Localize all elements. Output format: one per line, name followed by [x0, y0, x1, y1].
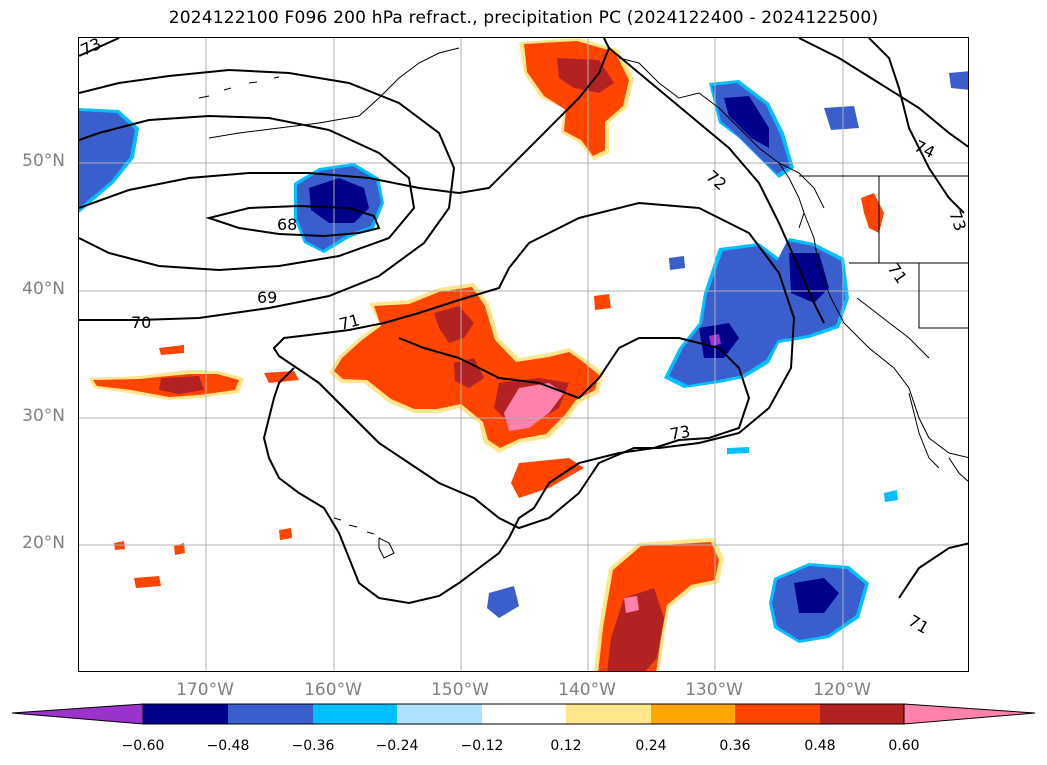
lat-label-50n: 50°N	[22, 151, 65, 171]
precip-cell-neg-3	[949, 71, 968, 90]
precip-cell-3	[134, 576, 161, 588]
lon-label-130w: 130°W	[685, 680, 743, 700]
precip-cell-neg-1	[487, 586, 519, 618]
colorbar-bin-6	[566, 704, 651, 724]
lon-label-140w: 140°W	[558, 680, 616, 700]
map-panel: 73 68 69 70 71 72 73 74 73 71 71	[78, 37, 969, 672]
contour-71-main	[79, 38, 611, 209]
precip-blob-gulf-alaska-peak	[557, 58, 614, 93]
colorbar-bin-4	[397, 704, 482, 724]
colorbar-tick-1: −0.60	[121, 738, 165, 754]
colorbar-tick-7: 0.24	[635, 738, 667, 754]
baja-coast	[908, 392, 968, 482]
colorbar-bin-2	[228, 704, 313, 724]
lat-label-20n: 20°N	[22, 533, 65, 553]
contour-label-71-se: 71	[905, 611, 932, 638]
contour-label-70: 70	[131, 313, 151, 332]
aleutian-islands	[198, 76, 280, 99]
precip-cell-7	[861, 193, 884, 233]
contour-label-72: 72	[702, 167, 730, 195]
contour-label-71: 71	[337, 310, 362, 334]
contour-label-71-coast: 71	[884, 259, 911, 287]
precip-blob-bc-coast-dark	[724, 96, 769, 148]
precip-blob-north-central-dark	[309, 178, 369, 223]
contour-72	[608, 47, 825, 324]
colorbar-bin-1	[143, 704, 228, 724]
hawaii-islands	[333, 517, 395, 559]
precip-band-west-dark	[159, 376, 204, 394]
precip-blob-south-peak	[624, 596, 639, 613]
contour-71-se	[898, 542, 968, 599]
contour-73-central	[262, 337, 751, 605]
precip-blob-south-dark	[607, 588, 664, 671]
contour-label-68: 68	[277, 215, 297, 234]
precip-blob-west-2	[159, 345, 184, 355]
colorbar-tick-10: 0.60	[888, 738, 920, 754]
contour-70	[79, 68, 456, 321]
colorbar-tick-2: −0.48	[206, 738, 250, 754]
colorbar-tick-6: 0.12	[550, 738, 582, 754]
colorbar-tick-8: 0.36	[719, 738, 751, 754]
lon-label-120w: 120°W	[813, 680, 871, 700]
precip-cell-neg-6	[727, 447, 749, 454]
colorbar-tick-4: −0.24	[375, 738, 419, 754]
us-state-borders	[849, 176, 968, 359]
precip-cell-2	[594, 294, 611, 310]
page-title: 2024122100 F096 200 hPa refract., precip…	[168, 8, 879, 28]
precip-cell-4	[174, 543, 185, 555]
colorbar-tick-5: −0.12	[460, 738, 504, 754]
map-canvas: 73 68 69 70 71 72 73 74 73 71 71	[79, 38, 969, 671]
lon-label-160w: 160°W	[304, 680, 362, 700]
lat-label-40n: 40°N	[22, 279, 65, 299]
contour-74	[798, 38, 968, 148]
colorbar-tick-3: −0.36	[291, 738, 335, 754]
contour-69	[79, 114, 416, 272]
contour-label-73-east: 73	[945, 208, 969, 234]
map-gridlines	[79, 38, 968, 671]
colorbar-extend-low	[11, 703, 144, 725]
precip-negative-areas	[79, 71, 968, 643]
colorbar-extend-high	[903, 703, 1036, 725]
contour-73-east	[868, 38, 965, 214]
precip-positive-areas	[89, 38, 884, 671]
precip-cell-1	[511, 458, 584, 498]
us-west-coast	[803, 212, 968, 459]
lon-label-170w: 170°W	[176, 680, 234, 700]
precip-cell-5	[279, 528, 292, 540]
precip-blob-us-west-dark	[699, 253, 829, 358]
precip-cell-neg-4	[669, 256, 685, 270]
colorbar	[11, 703, 1036, 725]
refractivity-contours	[79, 38, 968, 605]
contour-label-69: 69	[257, 288, 277, 307]
precip-cell-neg-5	[884, 490, 898, 502]
colorbar-outline	[142, 703, 905, 725]
colorbar-tick-9: 0.48	[804, 738, 836, 754]
contour-label-73-central: 73	[668, 422, 691, 444]
coastlines	[198, 47, 968, 559]
bc-coast	[778, 162, 805, 229]
contour-label-73-nw: 73	[79, 38, 104, 60]
lat-label-30n: 30°N	[22, 406, 65, 426]
precip-band-central-pacific-peak	[504, 383, 564, 431]
lon-label-150w: 150°W	[431, 680, 489, 700]
colorbar-bin-3	[313, 704, 397, 724]
colorbar-bin-5	[482, 704, 566, 724]
contour-73-north	[79, 38, 120, 57]
contour-68	[205, 204, 381, 238]
colorbar-bin-8	[735, 704, 820, 724]
colorbar-bin-7	[651, 704, 735, 724]
contour-71-south	[272, 201, 796, 530]
precip-blob-west-3	[264, 371, 299, 383]
precip-blob-south-east-dark	[794, 578, 839, 613]
precip-cell-neg-2	[824, 106, 859, 130]
colorbar-bin-9	[820, 704, 904, 724]
